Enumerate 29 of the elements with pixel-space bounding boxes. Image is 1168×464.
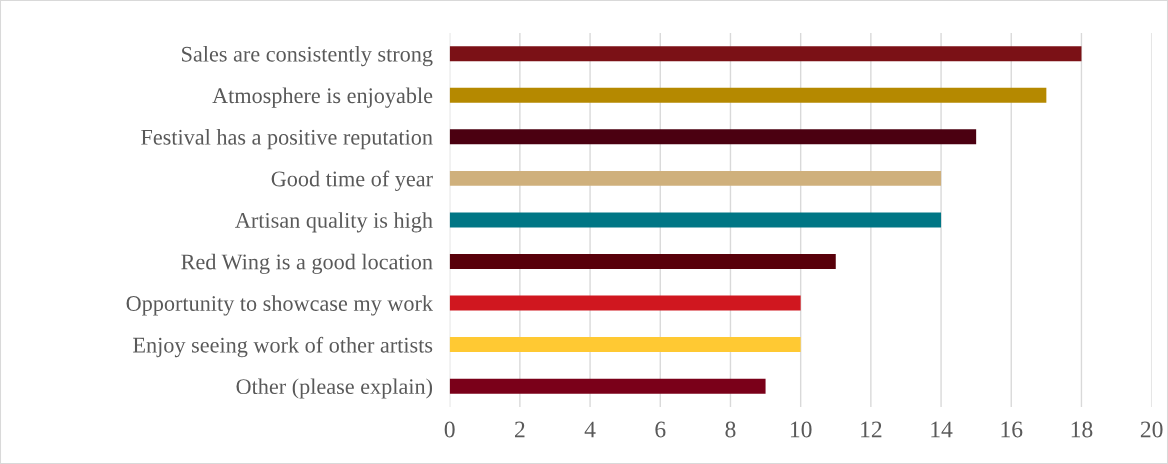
x-tick-label: 14 <box>931 421 953 438</box>
x-tick-label: 10 <box>790 421 812 438</box>
y-tick-label: Enjoy seeing work of other artists <box>133 336 433 358</box>
bar <box>449 337 801 353</box>
y-tick-label: Festival has a positive reputation <box>141 129 433 150</box>
x-tick-label: 18 <box>1071 421 1093 438</box>
y-tick-label: Red Wing is a good location <box>181 253 433 274</box>
x-tick-label: 20 <box>1140 421 1163 438</box>
x-tick-label: 8 <box>725 421 736 438</box>
y-tick-label: Good time of year <box>271 170 433 191</box>
bar <box>449 378 766 394</box>
x-tick-label: 0 <box>444 421 455 438</box>
x-tick-label: 2 <box>515 421 525 438</box>
bar <box>449 87 1047 103</box>
bar <box>449 129 977 145</box>
y-tick-label: Opportunity to showcase my work <box>126 295 434 316</box>
y-tick-label: Atmosphere is enjoyable <box>212 87 433 108</box>
bar <box>449 295 801 311</box>
y-tick-label: Sales are consistently strong <box>182 46 433 67</box>
y-tick-label: Other (please explain) <box>236 378 433 399</box>
x-tick-label: 4 <box>584 421 596 438</box>
x-tick-label: 12 <box>861 421 882 438</box>
x-tick-label: 6 <box>655 421 666 438</box>
bar <box>449 170 942 186</box>
bar <box>449 212 942 228</box>
bar <box>449 46 1082 62</box>
bar <box>449 254 836 269</box>
x-tick-label: 16 <box>1001 421 1023 438</box>
y-tick-label: Artisan quality is high <box>235 212 433 233</box>
